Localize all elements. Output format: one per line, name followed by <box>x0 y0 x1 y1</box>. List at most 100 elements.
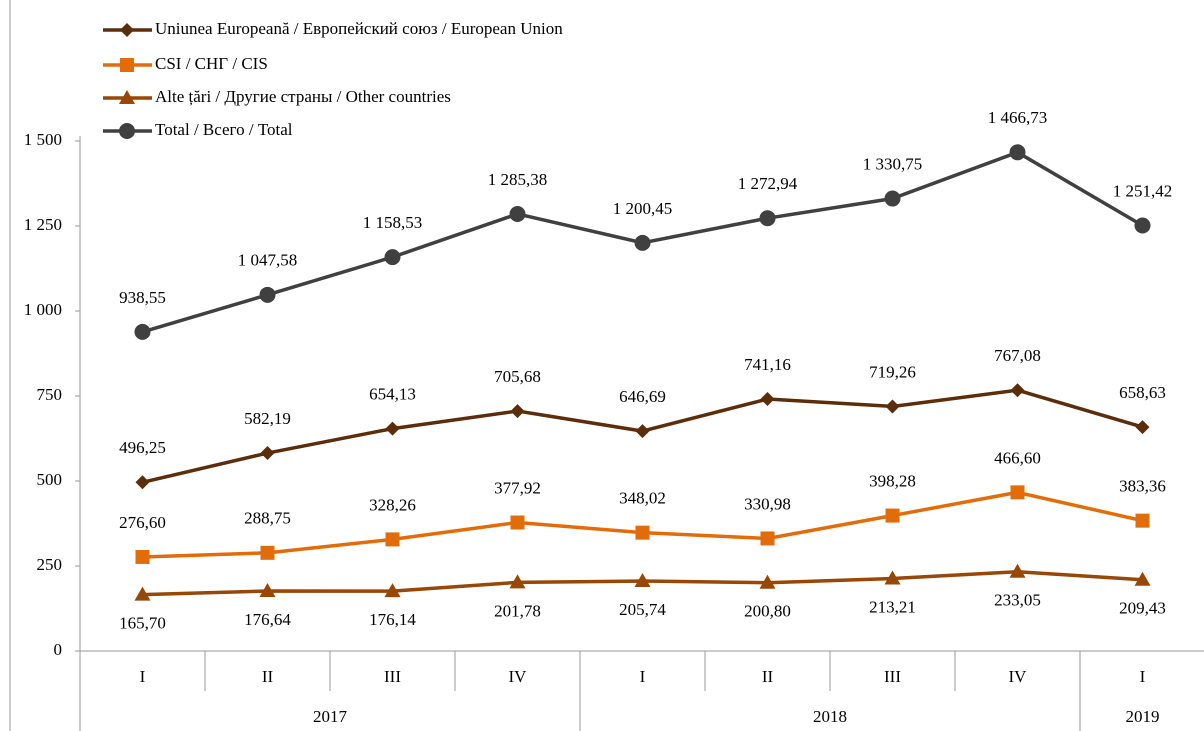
y-tick-label: 1 250 <box>24 215 62 234</box>
data-label: 767,08 <box>994 346 1041 365</box>
data-label: 646,69 <box>619 387 666 406</box>
data-label: 209,43 <box>1119 599 1166 618</box>
legend-marker <box>120 58 134 72</box>
data-label: 741,16 <box>744 355 791 374</box>
data-label: 348,02 <box>619 489 666 508</box>
data-label: 288,75 <box>244 509 291 528</box>
legend-marker <box>119 90 135 104</box>
y-tick-label: 1 000 <box>24 300 62 319</box>
data-label: 582,19 <box>244 409 291 428</box>
data-point <box>384 249 401 266</box>
data-label: 233,05 <box>994 591 1041 610</box>
data-label: 1 330,75 <box>863 154 923 173</box>
data-label: 1 285,38 <box>488 170 548 189</box>
x-tick-label: II <box>262 667 274 686</box>
data-point <box>384 583 401 598</box>
data-label: 1 158,53 <box>363 213 423 232</box>
data-label: 276,60 <box>119 513 166 532</box>
data-point <box>260 446 275 461</box>
data-point <box>1134 217 1151 234</box>
data-point <box>385 421 400 436</box>
x-tick-label: I <box>140 667 146 686</box>
x-group-label: 2019 <box>1126 707 1160 726</box>
data-point <box>760 392 775 407</box>
x-tick-label: III <box>384 667 401 686</box>
data-point <box>259 286 276 303</box>
data-label: 705,68 <box>494 367 541 386</box>
data-point <box>885 508 900 523</box>
data-label: 200,80 <box>744 602 791 621</box>
data-point <box>1010 485 1025 500</box>
x-tick-label: I <box>640 667 646 686</box>
y-tick-label: 500 <box>37 470 63 489</box>
legend-label: Alte țări / Другие страны / Other countr… <box>155 87 451 106</box>
data-point <box>635 424 650 439</box>
data-point <box>509 205 526 222</box>
legend-marker <box>119 123 135 139</box>
data-point <box>635 525 650 540</box>
data-label: 719,26 <box>869 362 916 381</box>
data-point <box>634 573 651 588</box>
data-point <box>510 515 525 530</box>
data-point <box>1135 513 1150 528</box>
data-point <box>509 574 526 589</box>
data-label: 1 047,58 <box>238 251 298 270</box>
data-label: 330,98 <box>744 494 791 513</box>
y-tick-label: 0 <box>54 640 63 659</box>
y-tick-label: 750 <box>37 385 63 404</box>
data-label: 1 251,42 <box>1113 181 1173 200</box>
data-label: 398,28 <box>869 471 916 490</box>
legend-marker <box>120 23 134 37</box>
legend-label: Total / Всего / Total <box>155 120 293 139</box>
data-label: 201,78 <box>494 601 541 620</box>
data-point <box>1009 144 1026 161</box>
data-point <box>1010 383 1025 398</box>
legend-label: CSI / СНГ / CIS <box>155 54 268 73</box>
data-label: 1 272,94 <box>738 174 798 193</box>
data-point <box>884 190 901 207</box>
data-point <box>1009 563 1026 578</box>
x-tick-label: I <box>1140 667 1146 686</box>
x-group-label: 2017 <box>313 707 348 726</box>
data-point <box>510 404 525 419</box>
y-tick-label: 1 500 <box>24 130 62 149</box>
data-label: 938,55 <box>119 288 166 307</box>
data-point <box>135 475 150 490</box>
data-label: 176,64 <box>244 610 291 629</box>
data-label: 213,21 <box>869 597 916 616</box>
data-label: 654,13 <box>369 385 416 404</box>
x-tick-label: IV <box>509 667 528 686</box>
data-point <box>134 586 151 601</box>
x-group-label: 2018 <box>813 707 847 726</box>
data-point <box>634 234 651 251</box>
data-label: 1 200,45 <box>613 199 673 218</box>
data-point <box>760 531 775 546</box>
data-point <box>134 323 151 340</box>
legend-label: Uniunea Europeană / Европейский союз / E… <box>155 19 563 38</box>
data-label: 176,14 <box>369 610 416 629</box>
data-label: 205,74 <box>619 600 666 619</box>
data-point <box>385 532 400 547</box>
data-label: 377,92 <box>494 478 541 497</box>
data-point <box>885 399 900 414</box>
y-tick-label: 250 <box>37 555 63 574</box>
data-point <box>1134 571 1151 586</box>
data-label: 383,36 <box>1119 477 1166 496</box>
data-point <box>759 210 776 227</box>
data-label: 658,63 <box>1119 383 1166 402</box>
data-point <box>260 545 275 560</box>
data-point <box>135 549 150 564</box>
x-tick-label: IV <box>1009 667 1028 686</box>
data-label: 466,60 <box>994 448 1041 467</box>
data-point <box>259 582 276 597</box>
data-label: 1 466,73 <box>988 108 1048 127</box>
x-tick-label: III <box>884 667 901 686</box>
data-label: 328,26 <box>369 495 416 514</box>
data-point <box>884 570 901 585</box>
data-label: 496,25 <box>119 438 166 457</box>
data-point <box>759 574 776 589</box>
x-tick-label: II <box>762 667 774 686</box>
data-label: 165,70 <box>119 614 166 633</box>
